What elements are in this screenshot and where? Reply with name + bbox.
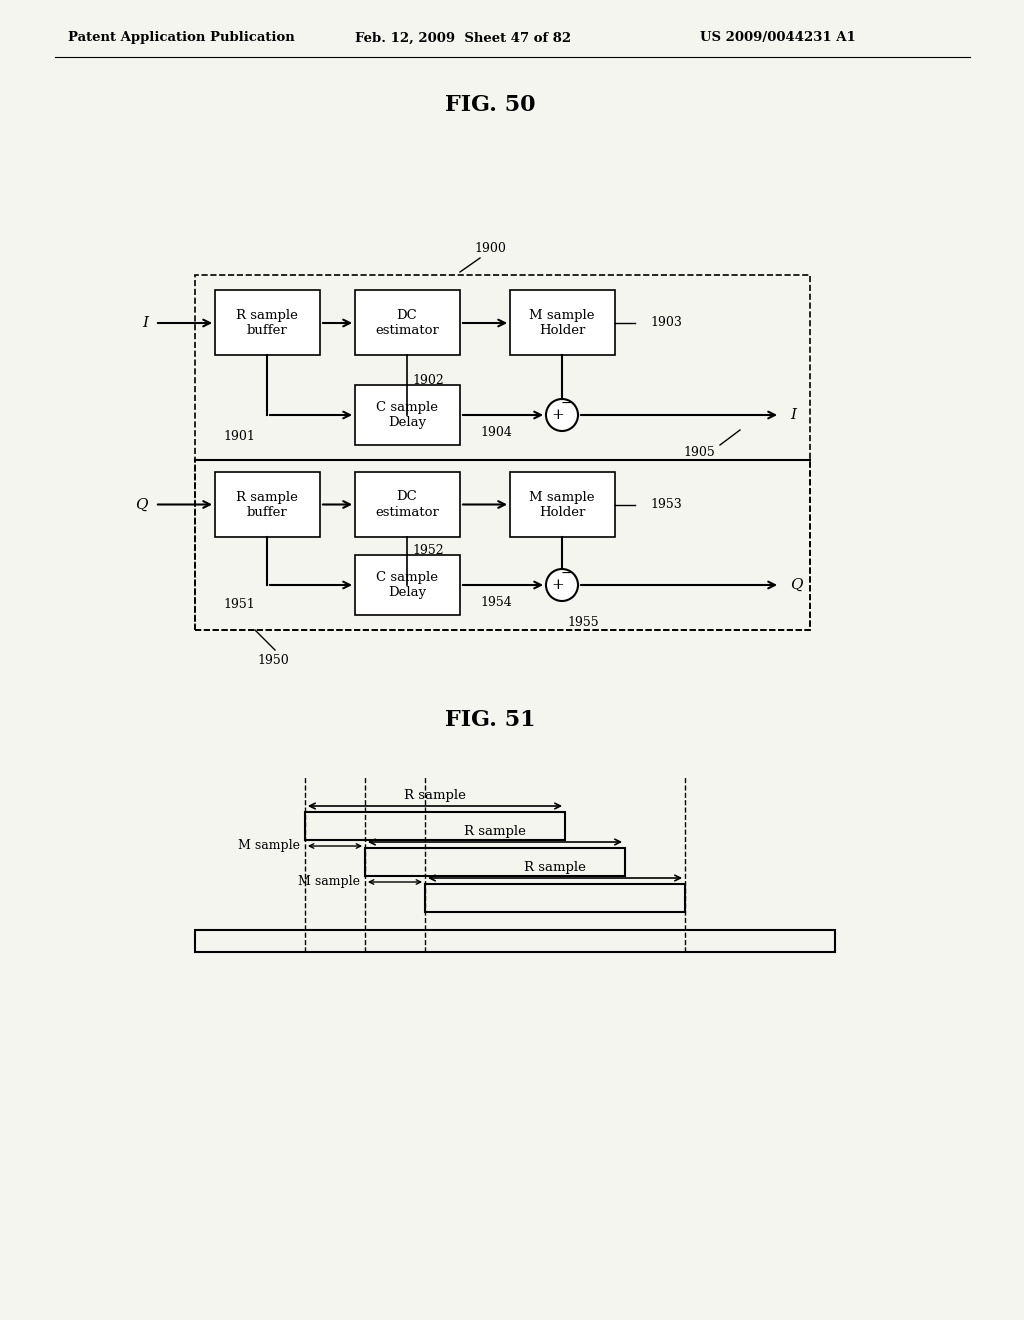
Text: +: + [552, 578, 564, 591]
Text: 1903: 1903 [650, 317, 682, 330]
Text: C sample
Delay: C sample Delay [376, 572, 438, 599]
Bar [425, 884, 685, 912]
FancyBboxPatch shape [215, 290, 319, 355]
Text: 1954: 1954 [480, 597, 512, 610]
Text: 1904: 1904 [480, 426, 512, 440]
Text: 1901: 1901 [223, 430, 255, 444]
Text: R sample: R sample [524, 862, 586, 874]
Text: FIG. 50: FIG. 50 [444, 94, 536, 116]
Text: 1955: 1955 [567, 616, 599, 630]
Text: −: − [560, 396, 571, 411]
Text: 1905: 1905 [683, 446, 715, 459]
FancyBboxPatch shape [355, 385, 460, 445]
Text: 1952: 1952 [412, 544, 443, 557]
Text: I: I [142, 315, 148, 330]
Text: US 2009/0044231 A1: US 2009/0044231 A1 [700, 32, 856, 45]
Circle shape [546, 569, 578, 601]
Text: 1951: 1951 [223, 598, 255, 611]
Text: 1900: 1900 [474, 242, 506, 255]
Bar [365, 847, 625, 876]
Text: I: I [790, 408, 796, 422]
Text: R sample
buffer: R sample buffer [237, 491, 298, 519]
Text: M sample: M sample [298, 875, 360, 888]
Text: Patent Application Publication: Patent Application Publication [68, 32, 295, 45]
Text: Q: Q [790, 578, 803, 591]
Text: R sample: R sample [464, 825, 526, 838]
Text: M sample
Holder: M sample Holder [529, 491, 595, 519]
Text: R sample: R sample [404, 789, 466, 803]
Text: 1950: 1950 [257, 653, 289, 667]
Text: M sample
Holder: M sample Holder [529, 309, 595, 337]
Text: Q: Q [135, 498, 148, 511]
FancyBboxPatch shape [355, 471, 460, 536]
Text: 1902: 1902 [412, 374, 443, 387]
Circle shape [546, 399, 578, 432]
Text: DC
estimator: DC estimator [375, 491, 439, 519]
Text: DC
estimator: DC estimator [375, 309, 439, 337]
Bar [305, 812, 565, 840]
FancyBboxPatch shape [355, 554, 460, 615]
FancyBboxPatch shape [355, 290, 460, 355]
Text: C sample
Delay: C sample Delay [376, 401, 438, 429]
Text: FIG. 51: FIG. 51 [444, 709, 536, 731]
Text: −: − [560, 566, 571, 579]
Text: +: + [552, 408, 564, 422]
FancyBboxPatch shape [510, 471, 615, 536]
Text: Feb. 12, 2009  Sheet 47 of 82: Feb. 12, 2009 Sheet 47 of 82 [355, 32, 571, 45]
Text: M sample: M sample [238, 840, 300, 853]
FancyBboxPatch shape [510, 290, 615, 355]
Bar [195, 931, 835, 952]
Text: R sample
buffer: R sample buffer [237, 309, 298, 337]
Text: 1953: 1953 [650, 498, 682, 511]
FancyBboxPatch shape [215, 471, 319, 536]
